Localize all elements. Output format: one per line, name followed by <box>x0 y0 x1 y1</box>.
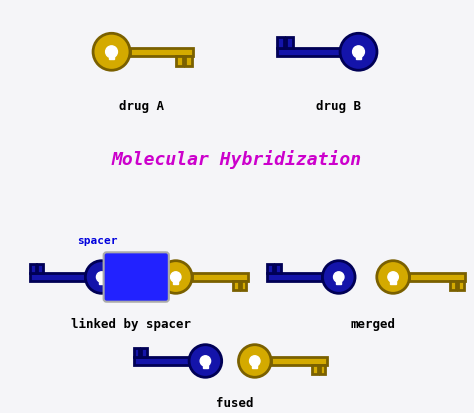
Circle shape <box>377 261 410 294</box>
Circle shape <box>96 272 107 282</box>
FancyBboxPatch shape <box>233 281 239 290</box>
FancyBboxPatch shape <box>319 365 326 374</box>
FancyBboxPatch shape <box>286 38 292 48</box>
FancyBboxPatch shape <box>130 48 193 57</box>
FancyBboxPatch shape <box>109 52 115 60</box>
FancyBboxPatch shape <box>104 253 169 302</box>
Text: spacer: spacer <box>77 236 118 246</box>
FancyBboxPatch shape <box>176 57 183 67</box>
FancyBboxPatch shape <box>274 265 281 274</box>
Text: Molecular Hybridization: Molecular Hybridization <box>112 149 362 168</box>
FancyBboxPatch shape <box>458 281 464 290</box>
Circle shape <box>189 345 222 377</box>
FancyBboxPatch shape <box>134 349 139 357</box>
Circle shape <box>171 272 181 282</box>
Text: fused: fused <box>216 396 254 408</box>
FancyBboxPatch shape <box>271 357 327 365</box>
Circle shape <box>353 47 365 59</box>
FancyBboxPatch shape <box>134 357 189 365</box>
FancyBboxPatch shape <box>185 57 191 67</box>
FancyBboxPatch shape <box>30 265 36 274</box>
Circle shape <box>85 261 118 294</box>
Circle shape <box>93 34 130 71</box>
Circle shape <box>159 261 192 294</box>
Text: linked by spacer: linked by spacer <box>71 317 191 330</box>
FancyBboxPatch shape <box>240 281 246 290</box>
FancyBboxPatch shape <box>99 278 104 284</box>
FancyBboxPatch shape <box>267 274 322 281</box>
FancyBboxPatch shape <box>192 274 247 281</box>
Circle shape <box>106 47 118 59</box>
Text: drug A: drug A <box>118 100 164 113</box>
FancyBboxPatch shape <box>391 278 396 284</box>
FancyBboxPatch shape <box>37 265 44 274</box>
FancyBboxPatch shape <box>312 365 318 374</box>
Text: drug B: drug B <box>316 100 361 113</box>
FancyBboxPatch shape <box>277 38 284 48</box>
FancyBboxPatch shape <box>277 48 340 57</box>
Circle shape <box>250 356 260 366</box>
Circle shape <box>334 272 344 282</box>
Circle shape <box>340 34 377 71</box>
Circle shape <box>322 261 355 294</box>
FancyBboxPatch shape <box>173 278 178 284</box>
FancyBboxPatch shape <box>252 361 257 368</box>
FancyBboxPatch shape <box>450 281 456 290</box>
FancyBboxPatch shape <box>141 349 147 357</box>
FancyBboxPatch shape <box>267 265 273 274</box>
Circle shape <box>238 345 271 377</box>
FancyBboxPatch shape <box>30 274 85 281</box>
Circle shape <box>388 272 398 282</box>
FancyBboxPatch shape <box>356 52 362 60</box>
Text: merged: merged <box>351 317 396 330</box>
FancyBboxPatch shape <box>203 361 208 368</box>
Circle shape <box>200 356 210 366</box>
FancyBboxPatch shape <box>336 278 341 284</box>
FancyBboxPatch shape <box>410 274 465 281</box>
